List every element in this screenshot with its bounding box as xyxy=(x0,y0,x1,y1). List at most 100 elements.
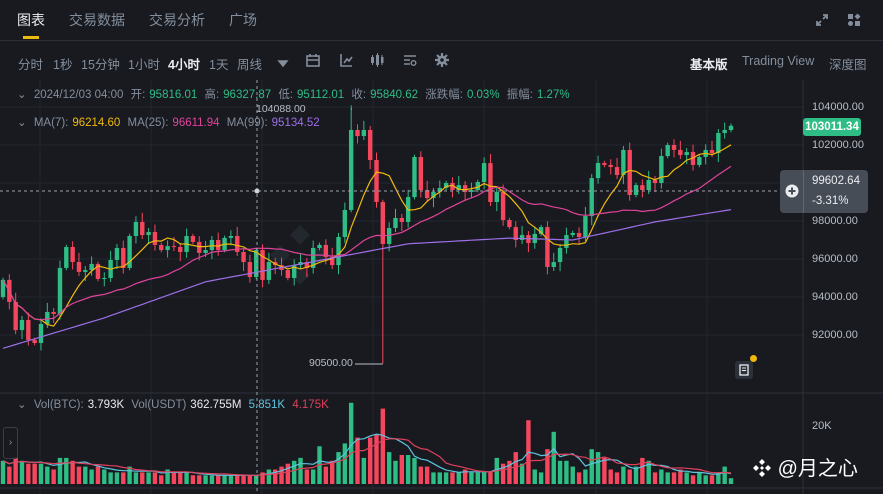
volume-bar xyxy=(456,472,461,484)
indicator-icon[interactable] xyxy=(339,53,353,67)
candle-up xyxy=(716,133,721,153)
candle-up xyxy=(443,183,449,188)
expand-panel-chevron-right-icon[interactable]: › xyxy=(3,427,18,459)
volume-bar xyxy=(557,460,563,484)
candle-up xyxy=(633,185,639,195)
volume-bar xyxy=(469,472,474,484)
chart-settings-list-icon[interactable] xyxy=(403,53,417,67)
volume-bar xyxy=(431,472,436,484)
volume-bar xyxy=(380,408,386,484)
volume-bar xyxy=(412,457,417,484)
price-axis-label: 102000.00 xyxy=(812,139,864,151)
candle-up xyxy=(728,125,734,130)
volume-bar xyxy=(367,437,373,484)
volume-bar xyxy=(45,466,50,484)
binance-logo-icon xyxy=(753,459,771,477)
volume-bar xyxy=(361,457,367,484)
timeframe-1s[interactable]: 1秒 xyxy=(53,58,73,72)
tab-trading-data[interactable]: 交易数据 xyxy=(69,12,125,28)
timeframe-4h[interactable]: 4小时 xyxy=(168,58,200,72)
volume-bar xyxy=(304,469,310,484)
timeframe-1w[interactable]: 周线 xyxy=(237,58,263,72)
tab-trading-analysis[interactable]: 交易分析 xyxy=(149,12,205,28)
candle-up xyxy=(589,178,594,217)
collapse-chevron-icon[interactable]: ⌄ xyxy=(17,117,27,129)
ma25-label: MA(25): xyxy=(127,117,169,129)
price-axis-label: 92000.00 xyxy=(812,329,858,341)
volume-bar xyxy=(545,449,550,484)
timeframe-15m[interactable]: 15分钟 xyxy=(81,58,120,72)
high-value: 96327.87 xyxy=(223,89,272,101)
view-tradingview[interactable]: Trading View xyxy=(742,54,815,68)
candle-down xyxy=(488,163,493,202)
collapse-chevron-icon[interactable]: ⌄ xyxy=(17,399,27,411)
notes-button[interactable] xyxy=(735,355,757,379)
candle-down xyxy=(190,236,196,242)
calendar-icon[interactable] xyxy=(306,53,320,67)
volume-bar xyxy=(32,463,37,484)
volume-bar xyxy=(513,452,518,484)
candlestick-type-icon[interactable] xyxy=(370,53,384,67)
candle-down xyxy=(671,145,677,150)
max-price-annotation: 104088.00 xyxy=(256,103,306,115)
close-value: 95840.62 xyxy=(370,89,419,101)
candle-down xyxy=(76,262,82,272)
collapse-chevron-icon[interactable]: ⌄ xyxy=(17,89,27,101)
candle-down xyxy=(367,129,373,161)
volume-bar xyxy=(209,475,215,484)
candle-up xyxy=(228,236,234,238)
volume-bar xyxy=(222,475,227,484)
view-basic[interactable]: 基本版 xyxy=(690,58,728,72)
volume-bar xyxy=(595,452,601,484)
candle-up xyxy=(89,263,94,271)
candle-down xyxy=(652,179,658,183)
candle-up xyxy=(64,247,69,268)
volume-bar xyxy=(589,449,594,484)
candle-down xyxy=(323,244,329,257)
widgets-icon[interactable] xyxy=(846,12,862,28)
candle-down xyxy=(602,163,607,165)
more-timeframes-chevron-down-icon[interactable] xyxy=(276,56,290,70)
expand-icon[interactable] xyxy=(814,12,830,28)
candle-down xyxy=(374,160,379,202)
volume-bar xyxy=(121,472,126,484)
min-price-annotation: 90500.00 xyxy=(309,357,353,369)
volume-bar xyxy=(424,466,430,484)
candle-down xyxy=(355,129,360,137)
candle-down xyxy=(399,217,405,222)
volume-bar xyxy=(399,455,405,484)
ma25-line xyxy=(2,165,732,321)
volume-bar xyxy=(26,463,31,484)
timeframe-time[interactable]: 分时 xyxy=(18,58,44,72)
volume-bar xyxy=(621,466,626,484)
timeframe-1d[interactable]: 1天 xyxy=(209,58,229,72)
candle-date: 2024/12/03 04:00 xyxy=(33,89,124,101)
candle-down xyxy=(507,220,512,228)
candle-down xyxy=(576,232,582,237)
candle-down xyxy=(418,156,424,191)
candle-up xyxy=(348,129,354,210)
volume-bar xyxy=(329,460,335,484)
candle-up xyxy=(481,163,487,183)
tab-chart[interactable]: 图表 xyxy=(17,12,45,28)
volume-bar xyxy=(570,466,575,484)
candle-down xyxy=(545,227,550,267)
timeframe-1h[interactable]: 1小时 xyxy=(128,58,160,72)
candle-down xyxy=(500,191,506,221)
crosshair-change: -3.31% xyxy=(812,195,849,207)
tab-square[interactable]: 广场 xyxy=(229,12,257,28)
view-depth[interactable]: 深度图 xyxy=(829,58,867,72)
volume-bar xyxy=(640,457,645,484)
volume-bar xyxy=(697,472,702,484)
gear-icon[interactable] xyxy=(435,53,449,67)
volume-bar xyxy=(519,463,525,484)
candle-down xyxy=(329,256,335,266)
ma7-value: 96214.60 xyxy=(72,117,121,129)
add-alert-plus-icon[interactable] xyxy=(785,184,799,198)
crosshair-price: 99602.64 xyxy=(812,175,860,187)
candle-down xyxy=(640,185,645,191)
candle-up xyxy=(456,185,461,191)
ma7-line xyxy=(2,144,732,327)
volume-axis-label: 20K xyxy=(812,420,832,432)
